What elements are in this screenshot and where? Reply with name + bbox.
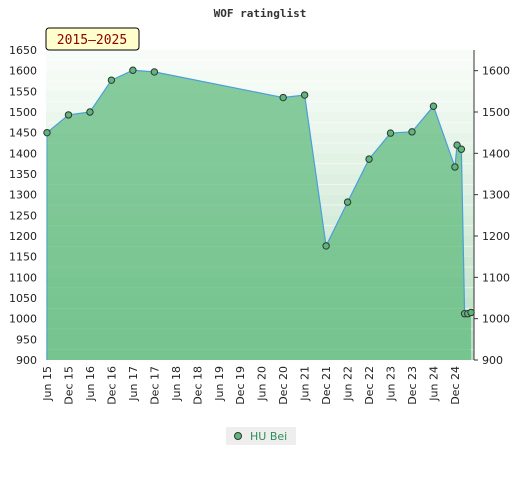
x-tick-label: Dec 20 [277,366,290,405]
x-tick-label: Jun 21 [299,366,312,402]
x-tick-label: Jun 23 [385,366,398,402]
left-tick-label: 1600 [9,65,37,78]
x-tick-label: Jun 19 [213,366,226,402]
period-badge: 2015–2025 [45,27,140,51]
period-badge-box [45,27,140,51]
right-tick-label: 1300 [482,189,510,202]
right-tick-label: 900 [482,354,503,367]
x-tick-label: Jun 20 [256,366,269,402]
legend-marker [234,432,242,440]
x-tick-label: Dec 15 [62,366,75,405]
left-tick-label: 1000 [9,313,37,326]
data-point [279,93,287,102]
left-tick-label: 1500 [9,106,37,119]
left-tick-label: 950 [16,333,37,346]
data-point [129,66,137,74]
right-tick-label: 1400 [482,147,510,160]
data-point [43,128,51,137]
left-tick-label: 1100 [9,271,37,284]
legend[interactable]: HU Bei [226,427,296,445]
data-point [322,242,330,250]
data-points [43,66,475,318]
x-tick-label: Jun 24 [427,366,440,402]
data-point [86,108,94,116]
right-tick-label: 1000 [482,313,510,326]
x-axis-ticks: Jun 15 Dec 15 Jun 16 Dec 16 Jun 17 Dec 17 Jun … [41,366,462,405]
x-tick-label: Dec 22 [363,366,376,405]
right-tick-label: 1200 [482,230,510,243]
left-axis-ticks: 900 950 1000 1050 1100 1150 1200 1250 1300 1350 14… [9,44,37,367]
x-tick-label: Jun 15 [41,366,54,402]
x-tick-label: Dec 19 [234,366,247,405]
left-tick-label: 1650 [9,44,37,57]
data-point [365,155,373,163]
left-tick-label: 1250 [9,209,37,222]
left-tick-label: 1200 [9,230,37,243]
x-tick-label: Jun 22 [342,366,355,402]
x-tick-label: Dec 21 [320,366,333,405]
left-tick-label: 1050 [9,292,37,305]
x-tick-label: Dec 23 [406,366,419,405]
data-point [386,129,395,137]
right-axis-ticks: 900 1000 1100 1200 1300 1400 1500 1600 [474,65,510,367]
left-tick-label: 1350 [9,168,37,181]
data-point [64,111,73,119]
x-tick-label: Dec 24 [449,366,462,405]
right-tick-label: 1100 [482,271,510,284]
left-tick-label: 1400 [9,147,37,160]
data-point [150,68,159,76]
right-tick-label: 1500 [482,106,510,119]
data-point [451,163,459,171]
x-tick-label: Jun 16 [84,366,97,402]
data-point [467,308,475,317]
x-tick-label: Dec 16 [105,366,118,405]
data-point [300,91,309,99]
left-tick-label: 1150 [9,251,37,264]
legend-box [226,427,296,445]
x-tick-label: Jun 17 [127,366,140,402]
x-tick-label: Dec 18 [191,366,204,405]
left-tick-label: 1300 [9,189,37,202]
chart-title: WOF ratinglist [214,7,307,20]
data-point [457,145,466,153]
left-tick-label: 1550 [9,85,37,98]
data-point [408,128,416,136]
data-point [429,102,438,110]
right-tick-label: 1600 [482,65,510,78]
period-badge-label: 2015–2025 [57,33,127,48]
x-tick-label: Dec 17 [148,366,161,405]
left-tick-label: 1450 [9,127,37,140]
series-area-hu-bei [47,70,472,361]
data-point [343,198,352,206]
legend-label-hu-bei: HU Bei [250,430,287,443]
data-point [107,76,116,84]
x-tick-label: Jun 18 [170,366,183,402]
left-tick-label: 900 [16,354,37,367]
